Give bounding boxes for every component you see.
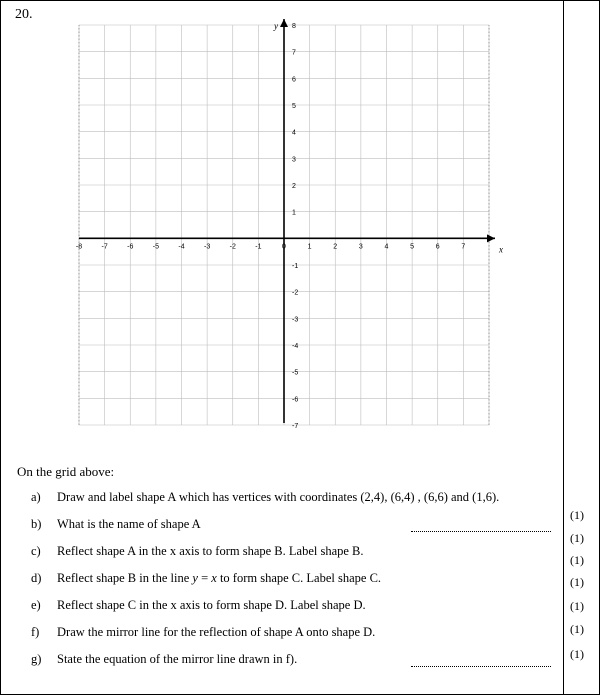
svg-text:5: 5: [292, 103, 296, 110]
svg-text:2: 2: [333, 243, 337, 250]
svg-text:6: 6: [292, 76, 296, 83]
part-label: g): [31, 652, 47, 667]
svg-text:3: 3: [359, 243, 363, 250]
worksheet-page: 20. -8 -7 -6 -5 -4 -3 -2 -1 0 1 2 3 4 5 6 7 -7 -6 -5 -4 -3 -2…: [0, 0, 600, 695]
part-label: e): [31, 598, 47, 613]
part-text: Reflect shape A in the x axis to form sh…: [57, 544, 551, 559]
svg-text:4: 4: [385, 243, 389, 250]
question-number: 20.: [15, 7, 33, 23]
part-label: b): [31, 517, 47, 532]
part-row: f) Draw the mirror line for the reflectio…: [31, 625, 551, 640]
part-text: Reflect shape B in the line y = x to for…: [57, 571, 551, 586]
svg-text:-1: -1: [255, 243, 261, 250]
coordinate-grid: -8 -7 -6 -5 -4 -3 -2 -1 0 1 2 3 4 5 6 7 -7 -6 -5 -4 -3 -2 -1 1 2…: [59, 15, 509, 445]
svg-text:-5: -5: [153, 243, 159, 250]
mark-value: (1): [570, 599, 584, 614]
svg-text:-2: -2: [292, 290, 298, 297]
svg-text:7: 7: [461, 243, 465, 250]
mark-value: (1): [570, 647, 584, 662]
answer-line: [411, 666, 551, 667]
part-row: b) What is the name of shape A: [31, 517, 551, 532]
coordinate-grid-wrap: -8 -7 -6 -5 -4 -3 -2 -1 0 1 2 3 4 5 6 7 -7 -6 -5 -4 -3 -2 -1 1 2…: [17, 15, 551, 450]
marks-column: (1) (1) (1) (1) (1) (1) (1): [564, 1, 599, 694]
part-label: c): [31, 544, 47, 559]
part-label: a): [31, 490, 47, 505]
svg-text:1: 1: [308, 243, 312, 250]
part-row: c) Reflect shape A in the x axis to form …: [31, 544, 551, 559]
svg-text:-7: -7: [102, 243, 108, 250]
part-text: Draw the mirror line for the reflection …: [57, 625, 551, 640]
svg-text:3: 3: [292, 156, 296, 163]
svg-text:0: 0: [282, 243, 286, 250]
svg-text:-1: -1: [292, 263, 298, 270]
svg-text:1: 1: [292, 210, 296, 217]
svg-text:-6: -6: [292, 396, 298, 403]
mark-value: (1): [570, 531, 584, 546]
part-label: d): [31, 571, 47, 586]
part-row: a) Draw and label shape A which has verti…: [31, 490, 551, 505]
svg-text:4: 4: [292, 130, 296, 137]
part-text: Draw and label shape A which has vertice…: [57, 490, 551, 505]
svg-text:-8: -8: [76, 243, 82, 250]
part-row: d) Reflect shape B in the line y = x to f…: [31, 571, 551, 586]
svg-text:-7: -7: [292, 423, 298, 430]
part-text: What is the name of shape A: [57, 517, 393, 532]
svg-text:-3: -3: [292, 316, 298, 323]
mark-value: (1): [570, 553, 584, 568]
part-text: State the equation of the mirror line dr…: [57, 652, 393, 667]
svg-text:-4: -4: [178, 243, 184, 250]
part-label: f): [31, 625, 47, 640]
parts-list: a) Draw and label shape A which has verti…: [31, 490, 551, 667]
mark-value: (1): [570, 622, 584, 637]
answer-line: [411, 531, 551, 532]
svg-text:x: x: [498, 244, 503, 254]
part-text: Reflect shape C in the x axis to form sh…: [57, 598, 551, 613]
svg-text:6: 6: [436, 243, 440, 250]
svg-text:-5: -5: [292, 370, 298, 377]
main-column: 20. -8 -7 -6 -5 -4 -3 -2 -1 0 1 2 3 4 5 6 7 -7 -6 -5 -4 -3 -2…: [1, 1, 564, 694]
svg-text:5: 5: [410, 243, 414, 250]
instruction-text: On the grid above:: [17, 464, 551, 480]
mark-value: (1): [570, 575, 584, 590]
svg-text:-2: -2: [230, 243, 236, 250]
svg-text:2: 2: [292, 183, 296, 190]
svg-text:-6: -6: [127, 243, 133, 250]
svg-text:y: y: [273, 21, 278, 31]
mark-value: (1): [570, 508, 584, 523]
svg-text:7: 7: [292, 50, 296, 57]
part-row: e) Reflect shape C in the x axis to form …: [31, 598, 551, 613]
part-row: g) State the equation of the mirror line …: [31, 652, 551, 667]
svg-text:8: 8: [292, 23, 296, 30]
svg-text:-3: -3: [204, 243, 210, 250]
svg-text:-4: -4: [292, 343, 298, 350]
